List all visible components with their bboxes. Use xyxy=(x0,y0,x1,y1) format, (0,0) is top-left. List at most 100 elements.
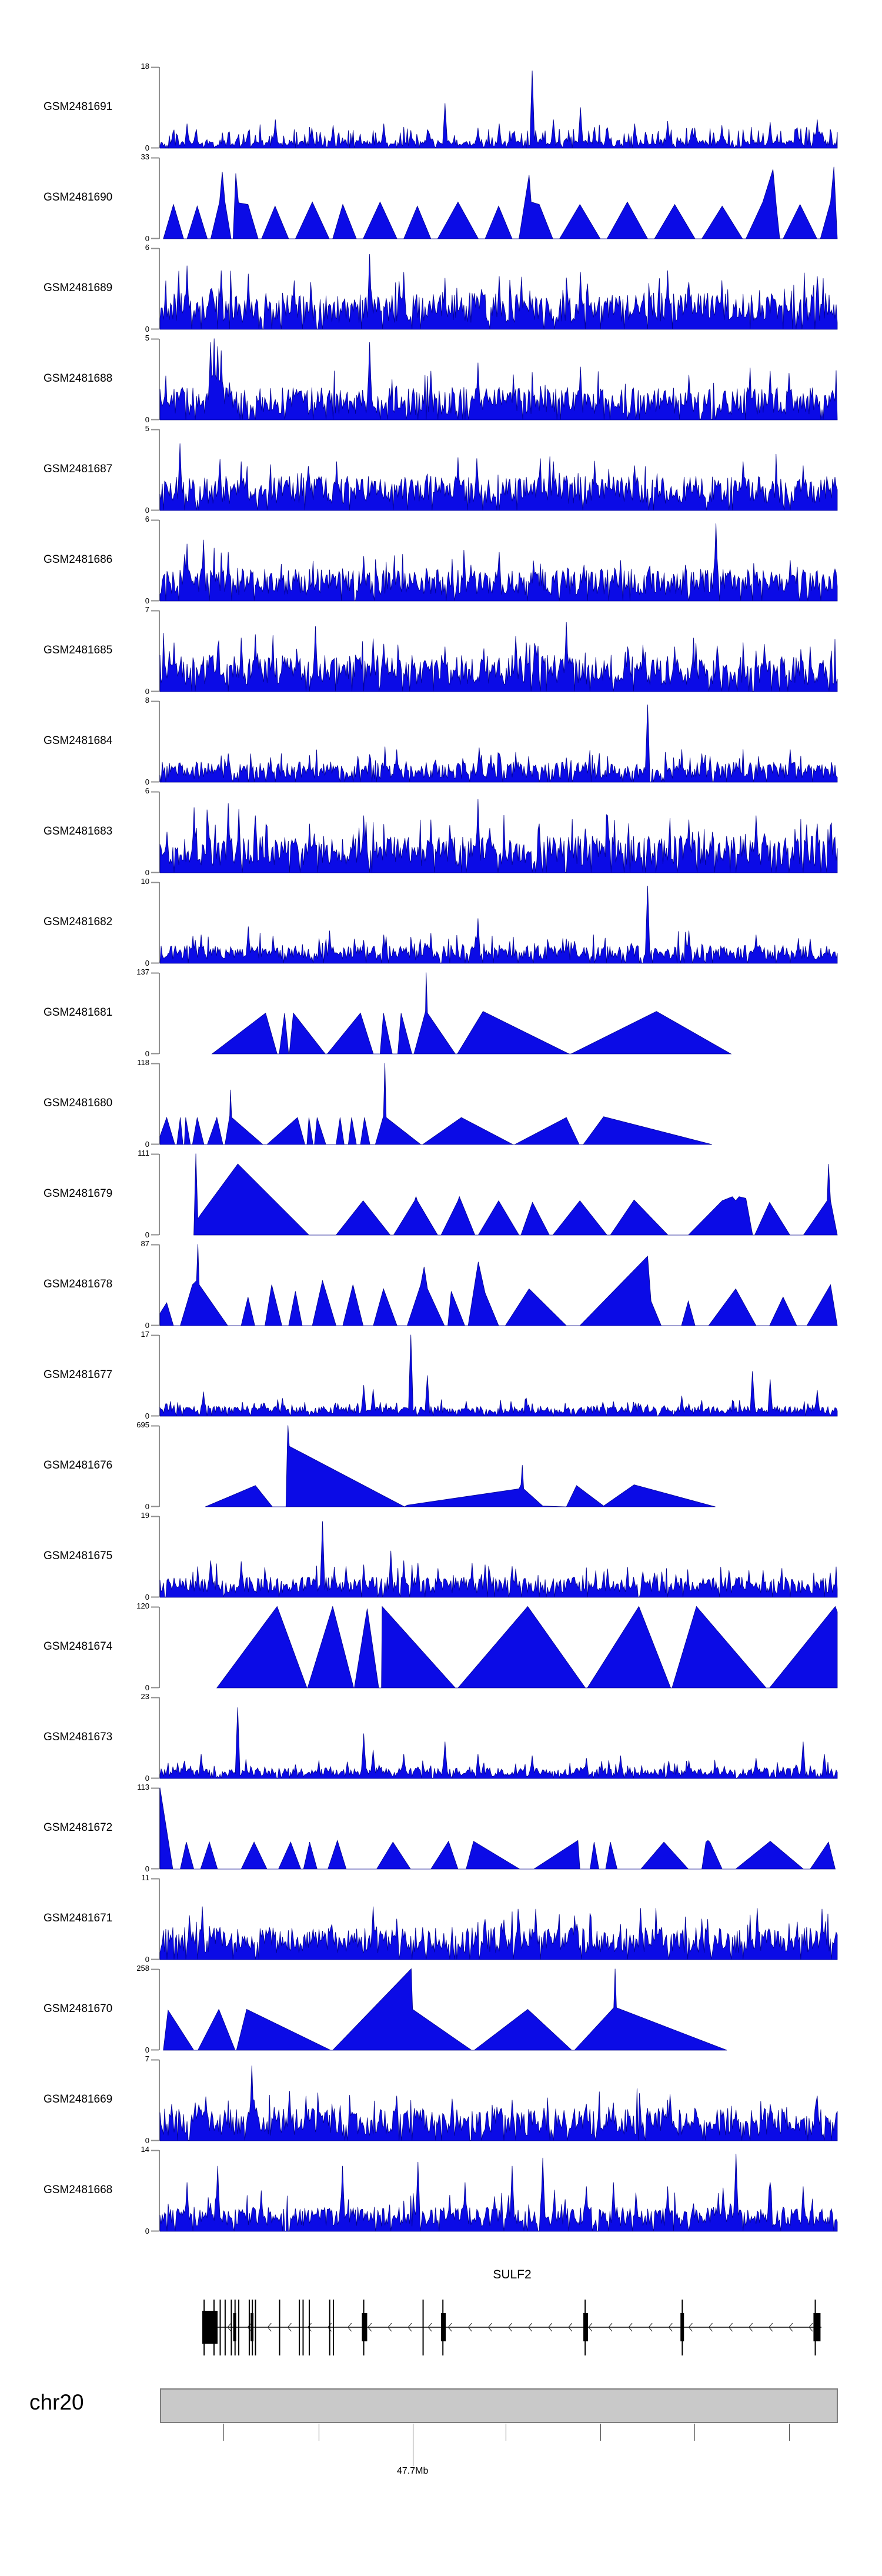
chromosome-ideogram xyxy=(160,2388,838,2423)
exon-box xyxy=(583,2313,589,2341)
coverage-plot-GSM2481684 xyxy=(151,700,838,783)
axis-max-label: 18 xyxy=(141,62,149,71)
coverage-plot-GSM2481675 xyxy=(151,1516,838,1598)
coverage-plot-GSM2481669 xyxy=(151,2059,838,2141)
exon-box xyxy=(680,2313,684,2341)
strand-arrow-left-icon xyxy=(568,2323,573,2332)
track-label-GSM2481688: GSM2481688 xyxy=(44,372,113,385)
axis-zero-label: 0 xyxy=(145,1412,149,1420)
axis-max-label: 19 xyxy=(141,1511,149,1520)
exon-box xyxy=(233,2313,236,2341)
strand-arrow-left-icon xyxy=(548,2323,553,2332)
axis-max-label: 5 xyxy=(145,333,149,342)
track-label-GSM2481668: GSM2481668 xyxy=(44,2183,113,2196)
coverage-plot-GSM2481679 xyxy=(151,1153,838,1236)
minor-genome-tick xyxy=(694,2424,695,2441)
axis-zero-label: 0 xyxy=(145,687,149,696)
axis-zero-label: 0 xyxy=(145,325,149,333)
coverage-plot-GSM2481676 xyxy=(151,1425,716,1507)
coverage-plot-GSM2481677 xyxy=(151,1334,838,1417)
coverage-plot-GSM2481683 xyxy=(151,791,838,873)
strand-arrow-left-icon xyxy=(688,2323,693,2332)
gene-model-track xyxy=(202,2300,822,2355)
coverage-plot-GSM2481670 xyxy=(151,1968,727,2051)
minor-genome-tick xyxy=(223,2424,225,2441)
strand-arrow-left-icon xyxy=(588,2323,593,2332)
minor-genome-tick xyxy=(789,2424,790,2441)
coverage-plot-GSM2481685 xyxy=(151,610,838,692)
axis-zero-label: 0 xyxy=(145,596,149,605)
strand-arrow-left-icon xyxy=(227,2323,232,2332)
exon-box xyxy=(441,2313,446,2341)
axis-zero-label: 0 xyxy=(145,1683,149,1692)
strand-arrow-left-icon xyxy=(467,2323,472,2332)
strand-arrow-left-icon xyxy=(608,2323,613,2332)
axis-zero-label: 0 xyxy=(145,415,149,424)
coverage-plot-GSM2481672 xyxy=(151,1787,836,1870)
strand-arrow-left-icon xyxy=(808,2323,813,2332)
track-label-GSM2481690: GSM2481690 xyxy=(44,191,113,203)
exon-box xyxy=(202,2311,218,2344)
axis-zero-label: 0 xyxy=(145,2046,149,2054)
axis-zero-label: 0 xyxy=(145,778,149,786)
axis-max-label: 111 xyxy=(138,1149,149,1157)
axis-zero-label: 0 xyxy=(145,1230,149,1239)
coverage-plot-GSM2481691 xyxy=(151,66,838,149)
axis-zero-label: 0 xyxy=(145,1049,149,1058)
strand-arrow-left-icon xyxy=(427,2323,432,2332)
axis-zero-label: 0 xyxy=(145,1774,149,1783)
minor-genome-tick xyxy=(600,2424,601,2441)
axis-max-label: 33 xyxy=(141,152,149,161)
coverage-plot-GSM2481668 xyxy=(151,2150,838,2232)
axis-max-label: 11 xyxy=(141,1873,150,1882)
axis-zero-label: 0 xyxy=(145,959,149,967)
gene-name-label: SULF2 xyxy=(493,2268,532,2281)
exon-box xyxy=(813,2313,821,2341)
axis-zero-label: 0 xyxy=(145,2136,149,2145)
strand-arrow-left-icon xyxy=(407,2323,412,2332)
axis-max-label: 258 xyxy=(136,1964,149,1973)
strand-arrow-left-icon xyxy=(267,2323,272,2332)
strand-arrow-left-icon xyxy=(447,2323,452,2332)
strand-arrow-left-icon xyxy=(728,2323,733,2332)
track-label-GSM2481685: GSM2481685 xyxy=(44,643,113,656)
strand-arrow-left-icon xyxy=(668,2323,673,2332)
axis-max-label: 10 xyxy=(141,877,149,886)
track-label-GSM2481680: GSM2481680 xyxy=(44,1096,113,1109)
track-label-GSM2481687: GSM2481687 xyxy=(44,462,113,475)
axis-zero-label: 0 xyxy=(145,1864,149,1873)
axis-max-label: 6 xyxy=(145,515,149,523)
exon-box xyxy=(362,2313,368,2341)
strand-arrow-left-icon xyxy=(749,2323,753,2332)
axis-max-label: 14 xyxy=(141,2145,149,2154)
exon-box xyxy=(250,2313,254,2341)
track-label-GSM2481674: GSM2481674 xyxy=(44,1640,113,1653)
coverage-plot-GSM2481673 xyxy=(151,1697,838,1779)
strand-arrow-left-icon xyxy=(307,2323,312,2332)
axis-zero-label: 0 xyxy=(145,868,149,877)
strand-arrow-left-icon xyxy=(368,2323,372,2332)
axis-max-label: 6 xyxy=(145,786,149,795)
axis-zero-label: 0 xyxy=(145,1140,149,1149)
axis-max-label: 7 xyxy=(145,2054,149,2063)
strand-arrow-left-icon xyxy=(247,2323,252,2332)
axis-zero-label: 0 xyxy=(145,2227,149,2235)
track-label-GSM2481669: GSM2481669 xyxy=(44,2093,113,2105)
coverage-plot-GSM2481686 xyxy=(151,519,838,602)
strand-arrow-left-icon xyxy=(789,2323,793,2332)
coverage-plot-GSM2481682 xyxy=(151,882,838,964)
axis-zero-label: 0 xyxy=(145,1955,149,1964)
axis-zero-label: 0 xyxy=(145,1502,149,1511)
track-label-GSM2481676: GSM2481676 xyxy=(44,1459,113,1471)
axis-zero-label: 0 xyxy=(145,234,149,243)
axis-max-label: 137 xyxy=(136,967,149,976)
axis-zero-label: 0 xyxy=(145,1321,149,1330)
strand-arrow-left-icon xyxy=(708,2323,713,2332)
strand-arrow-left-icon xyxy=(507,2323,512,2332)
track-label-GSM2481683: GSM2481683 xyxy=(44,825,113,837)
axis-max-label: 23 xyxy=(141,1692,149,1701)
genome-position-label: 47.7Mb xyxy=(397,2466,429,2476)
track-label-GSM2481678: GSM2481678 xyxy=(44,1277,113,1290)
coverage-plot-GSM2481689 xyxy=(151,248,838,330)
